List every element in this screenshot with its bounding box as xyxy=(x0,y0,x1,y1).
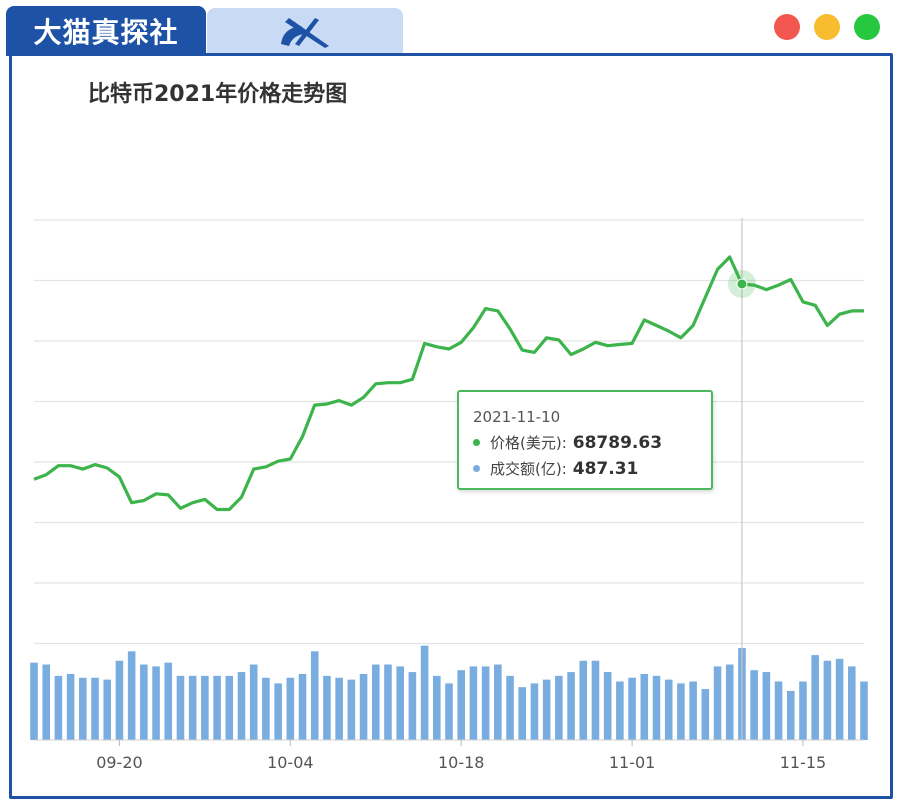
volume-bar xyxy=(359,673,368,740)
brand-name: 大猫真探社 xyxy=(33,16,179,49)
volume-bar xyxy=(323,675,331,740)
tooltip-price-value: 68789.63 xyxy=(572,432,663,453)
volume-bar xyxy=(42,664,50,740)
volume-bar xyxy=(213,675,221,740)
volume-bar xyxy=(786,690,795,740)
volume-bar xyxy=(762,672,771,740)
tooltip: 2021-11-10 价格(美元): 68789.63 成交额(亿): 487.… xyxy=(457,390,713,490)
volume-bar xyxy=(494,664,502,740)
tooltip-price-label: 价格(美元): xyxy=(490,434,567,452)
volume-bar xyxy=(677,683,685,740)
volume-bar xyxy=(469,666,478,740)
volume-bar xyxy=(823,660,832,740)
volume-bar xyxy=(384,664,392,740)
volume-bar xyxy=(164,662,173,740)
volume-bar xyxy=(506,675,514,740)
volume-bar xyxy=(616,681,624,740)
x-axis: 09-20 10-04 10-18 11-01 11-15 xyxy=(34,739,864,772)
volume-bar xyxy=(103,679,112,740)
volume-bar xyxy=(335,677,343,740)
volume-bar xyxy=(750,670,758,740)
telescope-icon xyxy=(281,18,329,48)
volume-bar xyxy=(652,675,661,740)
tooltip-row-price: 价格(美元): 68789.63 xyxy=(473,432,662,453)
volume-bar xyxy=(689,681,697,740)
volume-bar xyxy=(555,675,563,740)
volume-bar xyxy=(579,660,588,740)
volume-bar xyxy=(176,675,185,740)
volume-bar xyxy=(54,675,63,740)
price-line-group xyxy=(33,218,864,740)
volume-bar xyxy=(152,666,160,740)
volume-bar xyxy=(420,645,429,740)
volume-bar xyxy=(591,660,600,740)
minimize-dot[interactable] xyxy=(814,14,840,40)
volume-bar xyxy=(774,681,783,740)
volume-bar xyxy=(664,679,673,740)
volume-bar xyxy=(115,660,124,740)
tooltip-volume-value: 487.31 xyxy=(572,458,639,479)
volume-bar xyxy=(811,655,819,740)
volume-bar xyxy=(262,677,270,740)
volume-bar xyxy=(140,664,148,740)
volume-bar xyxy=(542,679,551,740)
volume-bar xyxy=(860,681,868,740)
volume-bar xyxy=(848,666,856,740)
volume-bar xyxy=(408,672,417,740)
volume-bar xyxy=(603,672,612,740)
volume-bar xyxy=(274,683,282,740)
volume-bar xyxy=(481,666,490,740)
volume-bar xyxy=(640,673,649,740)
volume-bar xyxy=(127,651,136,740)
price-bullet-icon xyxy=(473,439,480,446)
x-tick-label: 09-20 xyxy=(96,753,143,772)
volume-bar xyxy=(66,673,75,740)
volume-bar xyxy=(530,683,539,740)
volume-bar xyxy=(396,666,404,740)
volume-bar xyxy=(201,675,209,740)
logo-tab[interactable] xyxy=(207,8,403,54)
volume-bar xyxy=(237,672,246,740)
highlight-point xyxy=(736,278,748,290)
volume-bar xyxy=(225,675,234,740)
volume-bars xyxy=(30,645,868,740)
x-tick-label: 11-15 xyxy=(780,753,827,772)
volume-bar xyxy=(445,683,453,740)
volume-bar xyxy=(298,673,307,740)
volume-bar xyxy=(518,687,527,740)
price-line xyxy=(33,255,864,512)
volume-bar xyxy=(713,666,722,740)
volume-bar xyxy=(725,664,734,740)
tooltip-date: 2021-11-10 xyxy=(473,408,561,426)
volume-bar xyxy=(457,670,465,740)
window-controls xyxy=(774,14,880,40)
volume-bullet-icon xyxy=(473,465,480,472)
maximize-dot[interactable] xyxy=(854,14,880,40)
volume-bar xyxy=(371,664,380,740)
volume-bar xyxy=(79,677,87,740)
close-dot[interactable] xyxy=(774,14,800,40)
volume-bar xyxy=(433,675,441,740)
chart-title: 比特币2021年价格走势图 xyxy=(88,82,348,107)
tooltip-volume-label: 成交额(亿): xyxy=(490,460,567,478)
volume-bar xyxy=(701,689,710,740)
volume-bar xyxy=(347,679,356,740)
volume-bar xyxy=(835,658,844,740)
x-tick-label: 10-04 xyxy=(267,753,314,772)
tooltip-row-volume: 成交额(亿): 487.31 xyxy=(473,458,638,479)
x-tick-label: 10-18 xyxy=(438,753,485,772)
volume-bar xyxy=(249,664,258,740)
volume-bar xyxy=(310,651,319,740)
volume-bar xyxy=(567,672,575,740)
x-tick-label: 11-01 xyxy=(609,753,656,772)
volume-bar xyxy=(30,662,38,740)
volume-bar xyxy=(628,677,636,740)
volume-bar xyxy=(286,677,295,740)
volume-bar xyxy=(91,677,99,740)
volume-bar xyxy=(799,681,807,740)
volume-bar xyxy=(188,675,197,740)
brand-tab: 大猫真探社 xyxy=(6,6,206,56)
grid-lines xyxy=(34,219,864,645)
